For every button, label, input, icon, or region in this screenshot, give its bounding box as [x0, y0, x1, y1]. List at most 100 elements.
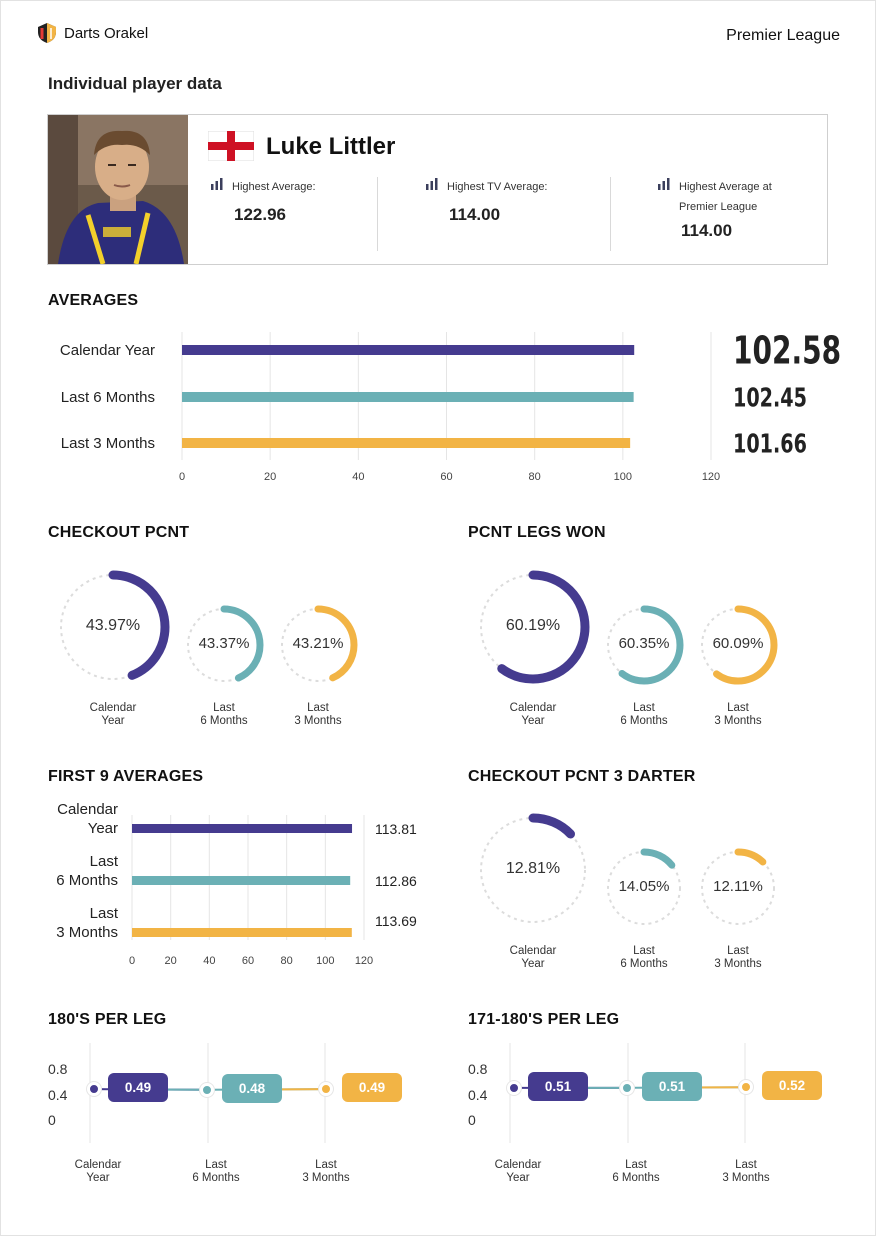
bar-category-label: 3 Months: [56, 924, 118, 941]
checkout3-title: CHECKOUT PCNT 3 DARTER: [468, 768, 696, 785]
data-point: [507, 1080, 521, 1095]
data-label: 0.52: [762, 1071, 822, 1101]
donut-caption: Calendar Year: [483, 702, 583, 728]
x-tick-label: 0: [179, 471, 185, 483]
per180-chart: 0.8 0.4 0 0.49 0.48 0.49 Calendar Year Last 6 Mon…: [0, 1035, 438, 1195]
y-tick-label: 0: [48, 1112, 56, 1128]
checkout3-donuts: 12.81% Calendar Year 14.05% Last 6 Months 12.1…: [420, 798, 858, 983]
donut-arc: [604, 848, 684, 928]
donut-caption: Last 3 Months: [268, 702, 368, 728]
caption-line: 6 Months: [620, 958, 668, 970]
checkout-donuts: 43.97% Calendar Year 43.37% Last 6 Months 43.2…: [0, 555, 438, 740]
x-tick-label: 0: [129, 955, 135, 967]
caption-line: 3 Months: [714, 715, 762, 727]
donut-arc: [476, 570, 590, 684]
bar-category-label: 6 Months: [56, 872, 118, 889]
caption-line: Calendar: [89, 702, 137, 714]
donut-arc: [184, 605, 264, 685]
y-tick-label: 0.4: [48, 1087, 68, 1103]
bar-chart-icon: [426, 178, 438, 190]
x-category-label: Last 6 Months: [166, 1159, 266, 1185]
stat-value: 114.00: [449, 205, 501, 224]
donut-value: 43.37%: [198, 635, 250, 652]
bar-category-label: Last 3 Months: [61, 435, 155, 452]
caption-line: Calendar: [509, 945, 557, 957]
caption-line: Year: [521, 715, 545, 727]
x-category-label: Last 3 Months: [276, 1159, 376, 1185]
donut-caption: Calendar Year: [63, 702, 163, 728]
data-point: [200, 1082, 214, 1097]
bar-value-label: 113.69: [375, 913, 417, 929]
donut-value: 60.09%: [712, 635, 764, 652]
league-label[interactable]: Premier League: [726, 27, 840, 44]
averages-chart: 0 20 40 60 80 100 120 Calendar Year 102.58 Last 6…: [60, 330, 841, 483]
page-title: Individual player data: [48, 74, 222, 93]
data-label: 0.51: [528, 1071, 588, 1101]
y-tick-label: 0.8: [48, 1061, 68, 1077]
x-tick-label: 80: [281, 955, 293, 967]
donut-value: 43.97%: [85, 617, 141, 634]
x-tick-label: 60: [440, 471, 452, 483]
caption-line: 6 Months: [192, 1172, 240, 1184]
data-point: [87, 1082, 101, 1097]
x-tick-label: 120: [355, 955, 373, 967]
legs-won-donuts: 60.19% Calendar Year 60.35% Last 6 Months 60.0…: [420, 555, 858, 740]
first9-title: FIRST 9 AVERAGES: [48, 768, 204, 785]
divider: [610, 177, 611, 251]
data-point: [739, 1080, 753, 1095]
x-tick-label: 20: [165, 955, 177, 967]
bar-value-label: 112.86: [375, 873, 417, 889]
stat-highest-average-premier-league: Highest Average at Premier League 114.00: [657, 177, 799, 241]
brand-name: Darts Orakel: [64, 24, 149, 42]
x-tick-label: 20: [264, 471, 276, 483]
bar-value-label: 102.58: [733, 330, 841, 374]
stat-highest-tv-average: Highest TV Average: 114.00: [425, 177, 548, 225]
donut-svg: [476, 570, 778, 685]
donut-value: 43.21%: [292, 635, 344, 652]
checkout-title: CHECKOUT PCNT: [48, 524, 190, 541]
bar: [132, 876, 351, 885]
stat-label: Highest Average at Premier League: [679, 181, 772, 213]
bar-category-label: Last 6 Months: [61, 389, 155, 406]
data-label: 0.49: [342, 1073, 402, 1103]
brand[interactable]: Darts Orakel: [36, 22, 148, 44]
donut-caption: Last 6 Months: [594, 702, 694, 728]
donut-value: 14.05%: [618, 878, 670, 895]
bar-chart-icon: [658, 178, 670, 190]
stat-highest-average: Highest Average: 122.96: [210, 177, 316, 225]
x-tick-label: 100: [614, 471, 632, 483]
caption-line: Last: [735, 1159, 757, 1171]
bar: [182, 438, 631, 448]
caption-line: Last: [633, 702, 655, 714]
donut-value: 60.35%: [618, 635, 670, 652]
caption-line: Last: [213, 702, 235, 714]
donut-arc: [278, 605, 358, 685]
caption-line: Last: [315, 1159, 337, 1171]
bar-category-label: Calendar: [57, 801, 118, 818]
x-category-label: Calendar Year: [48, 1159, 148, 1185]
caption-line: Calendar: [74, 1159, 122, 1171]
bar: [132, 928, 352, 937]
player-card: Luke Littler Highest Average: 122.96 Hig…: [47, 114, 828, 265]
caption-line: 3 Months: [722, 1172, 770, 1184]
averages-title: AVERAGES: [48, 292, 139, 309]
per171-chart: 0.8 0.4 0 0.51 0.51 0.52 Calendar Year Last 6 Mon…: [420, 1035, 858, 1195]
caption-line: Year: [506, 1172, 530, 1184]
bar-value-label: 113.81: [375, 821, 417, 837]
stat-label: Highest Average:: [232, 181, 316, 193]
donut-caption: Last 6 Months: [594, 945, 694, 971]
donut-arc: [698, 605, 778, 685]
caption-line: Year: [86, 1172, 110, 1184]
per180-title: 180'S PER LEG: [48, 1011, 167, 1028]
data-point: [319, 1082, 333, 1097]
player-name: Luke Littler: [266, 133, 396, 160]
per171-title: 171-180'S PER LEG: [468, 1011, 620, 1028]
x-category-label: Last 6 Months: [586, 1159, 686, 1185]
bar-category-label: Last: [90, 853, 119, 870]
donut-arc: [604, 605, 684, 685]
legs-won-title: PCNT LEGS WON: [468, 524, 606, 541]
y-tick-label: 0.8: [468, 1061, 488, 1077]
donut-svg: [56, 570, 358, 685]
x-tick-label: 80: [529, 471, 541, 483]
x-tick-label: 40: [352, 471, 364, 483]
